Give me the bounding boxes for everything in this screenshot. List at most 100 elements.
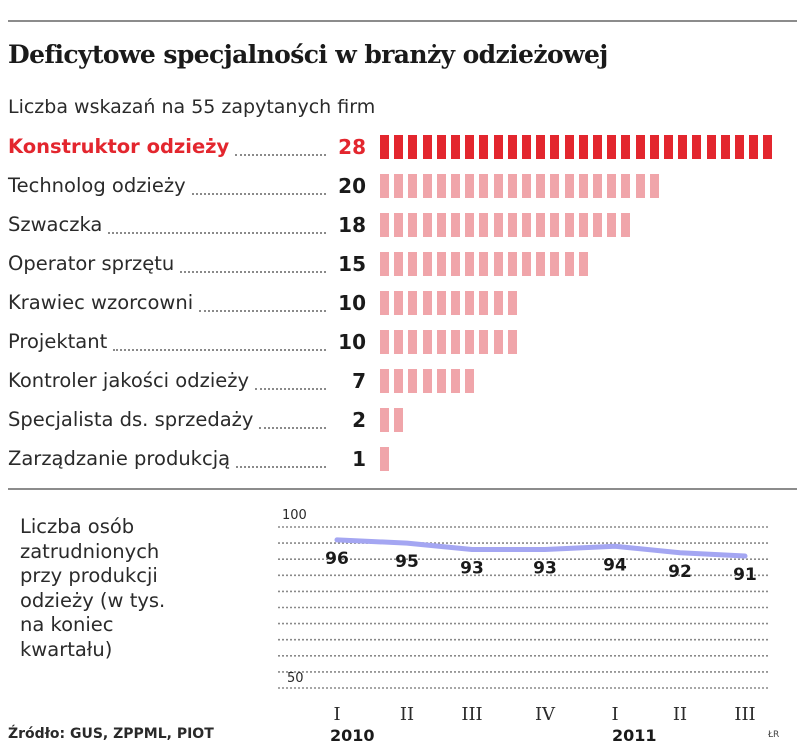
bar-segment: [436, 174, 446, 198]
bar-value: 28: [338, 135, 366, 159]
bar-row-projektant: Projektant 10: [8, 328, 797, 358]
bar-segment: [479, 135, 489, 159]
bar-segment: [422, 213, 432, 237]
y-tick-label: 100: [282, 508, 307, 523]
bar-segment: [465, 174, 475, 198]
bar-value: 18: [338, 213, 366, 237]
series-line: [334, 537, 748, 559]
bar-segment: [380, 174, 389, 198]
bar-segment: [749, 135, 759, 159]
bar-segment: [536, 174, 546, 198]
bar-value: 20: [338, 174, 366, 198]
bar-segment: [451, 213, 460, 237]
bar-label: Operator sprzętu: [8, 252, 175, 275]
bar-segment: [394, 252, 404, 276]
quarter-label: II: [673, 704, 687, 725]
bar-value: 2: [352, 408, 366, 432]
leader-dots: [191, 193, 326, 195]
bar-value: 15: [338, 252, 366, 276]
bar-segment: [493, 213, 503, 237]
quarter-label: III: [734, 704, 755, 725]
bar-segment: [380, 447, 389, 471]
top-rule: [8, 20, 797, 22]
y-tick-label: 50: [287, 671, 304, 686]
bar-segment: [380, 213, 389, 237]
bar-segment: [451, 174, 460, 198]
bar-label: Zarządzanie produkcją: [8, 447, 231, 470]
source-note: Źródło: GUS, ZPPML, PIOT: [8, 726, 214, 742]
bar-segment: [607, 174, 617, 198]
bar-segment: [720, 135, 730, 159]
bar-segment: [408, 135, 418, 159]
leader-dots: [255, 388, 326, 390]
bar-segment: [593, 135, 602, 159]
bar-segment: [408, 174, 418, 198]
bar-row-operator: Operator sprzętu 15: [8, 250, 797, 280]
bar-segment: [451, 135, 460, 159]
bar-segment: [380, 330, 389, 354]
bar-segment: [380, 408, 389, 432]
bar-label: Specjalista ds. sprzedaży: [8, 408, 254, 431]
bar-segment: [408, 291, 418, 315]
data-label: 96: [325, 549, 349, 569]
bar-segment: [507, 213, 517, 237]
bar-segment: [593, 174, 602, 198]
data-label: 93: [533, 559, 557, 579]
bar-segment: [408, 213, 418, 237]
bar-segment: [550, 174, 560, 198]
bar-segment: [493, 135, 503, 159]
bar-segment: [451, 252, 460, 276]
bar-segment: [422, 174, 432, 198]
bar-segment: [408, 369, 418, 393]
quarter-label: I: [611, 704, 618, 725]
bar-segment: [522, 252, 531, 276]
bar-segment: [465, 213, 475, 237]
bar-label: Konstruktor odzieży: [8, 135, 230, 158]
bar-segment: [422, 252, 432, 276]
bar-segment: [564, 252, 574, 276]
bar-label: Szwaczka: [8, 213, 103, 236]
bar-segment: [451, 330, 460, 354]
bar-row-kontroler: Kontroler jakości odzieży 7: [8, 367, 797, 397]
bar-segment: [621, 174, 631, 198]
bar-segment: [550, 213, 560, 237]
quarter-label: I: [333, 704, 340, 725]
bar-segment: [507, 330, 517, 354]
bar-row-technolog: Technolog odzieży 20: [8, 172, 797, 202]
bar-segment: [507, 252, 517, 276]
bar-segment: [436, 330, 446, 354]
bar-segment: [422, 135, 432, 159]
bar-label: Technolog odzieży: [8, 174, 186, 197]
chart-subtitle: Liczba wskazań na 55 zapytanych firm: [8, 96, 376, 118]
bar-segment: [465, 135, 475, 159]
bar-segment: [394, 174, 404, 198]
bar-segment: [635, 135, 645, 159]
bar-row-szwaczka: Szwaczka 18: [8, 211, 797, 241]
year-label: 2010: [330, 726, 375, 745]
bar-segment: [578, 135, 588, 159]
bar-segment: [550, 135, 560, 159]
bar-value: 7: [352, 369, 366, 393]
bar-segment: [380, 252, 389, 276]
data-label: 91: [733, 565, 757, 585]
bar-segment: [763, 135, 773, 159]
middle-rule: [8, 488, 797, 490]
bar-segment: [621, 135, 631, 159]
leader-dots: [113, 349, 326, 351]
leader-dots: [180, 271, 326, 273]
quarter-label: IV: [535, 704, 556, 725]
bar-segment: [422, 291, 432, 315]
bar-segment: [664, 135, 673, 159]
quarter-label: III: [461, 704, 482, 725]
bar-segment: [422, 369, 432, 393]
bar-segment: [507, 174, 517, 198]
bar-segment: [578, 213, 588, 237]
bar-segment: [465, 369, 475, 393]
bar-segment: [394, 135, 404, 159]
bar-segment: [522, 135, 531, 159]
bar-segment: [735, 135, 744, 159]
bar-segment: [550, 252, 560, 276]
year-label: 2011: [612, 726, 657, 745]
bar-segment: [536, 213, 546, 237]
bar-segment: [479, 291, 489, 315]
